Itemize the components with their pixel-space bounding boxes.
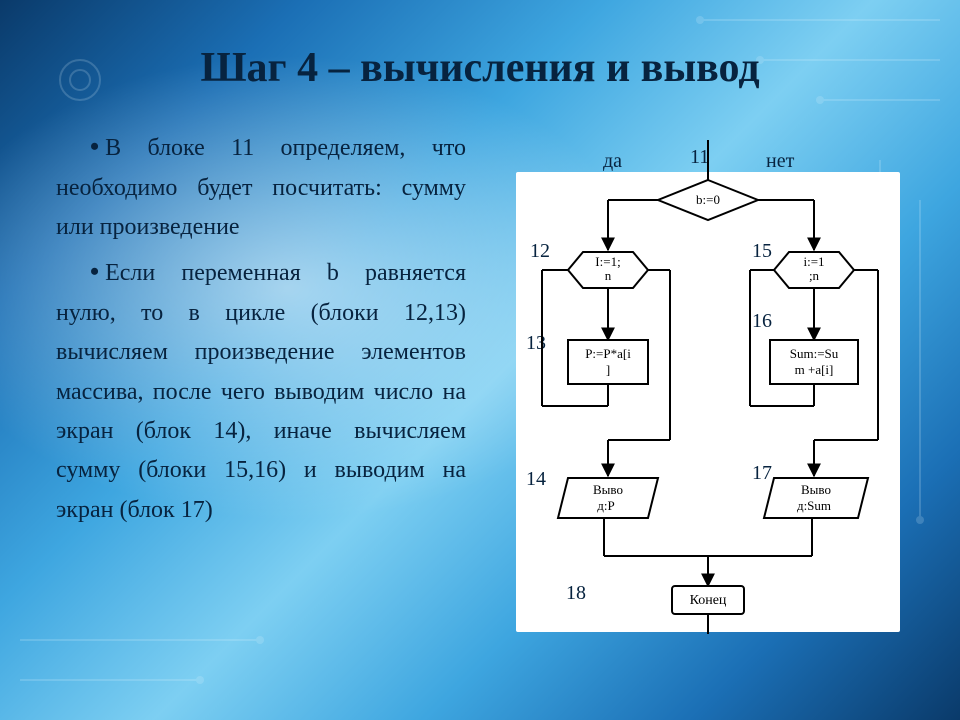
svg-text:Конец: Конец <box>690 593 727 608</box>
svg-text:P:=P*a[i: P:=P*a[i <box>585 346 631 361</box>
svg-text:Sum:=Su: Sum:=Su <box>790 346 839 361</box>
para-2: Если переменная b равняется нулю, то в ц… <box>56 260 466 522</box>
svg-text:i:=1: i:=1 <box>803 254 824 269</box>
flowchart: 11 да нет 12 15 13 16 14 17 18 b:=0 <box>498 140 918 650</box>
slide-title: Шаг 4 – вычисления и вывод <box>0 44 960 92</box>
flowchart-svg: b:=0 I:=1; n i:=1 ;n P:=P*a[i ] <box>498 140 918 650</box>
svg-text:b:=0: b:=0 <box>696 192 720 207</box>
svg-text:Выво: Выво <box>801 482 831 497</box>
slide: Шаг 4 – вычисления и вывод В блоке 11 оп… <box>0 0 960 720</box>
para-1: В блоке 11 определяем, что необходимо бу… <box>56 135 466 240</box>
svg-text:Выво: Выво <box>593 482 623 497</box>
svg-text:д:P: д:P <box>597 498 614 513</box>
svg-text:д:Sum: д:Sum <box>797 498 831 513</box>
svg-text:;n: ;n <box>809 268 820 283</box>
svg-text:m +a[i]: m +a[i] <box>795 362 834 377</box>
svg-text:]: ] <box>606 362 610 377</box>
body-text: В блоке 11 определяем, что необходимо бу… <box>56 126 466 534</box>
svg-text:n: n <box>605 268 612 283</box>
svg-text:I:=1;: I:=1; <box>595 254 620 269</box>
